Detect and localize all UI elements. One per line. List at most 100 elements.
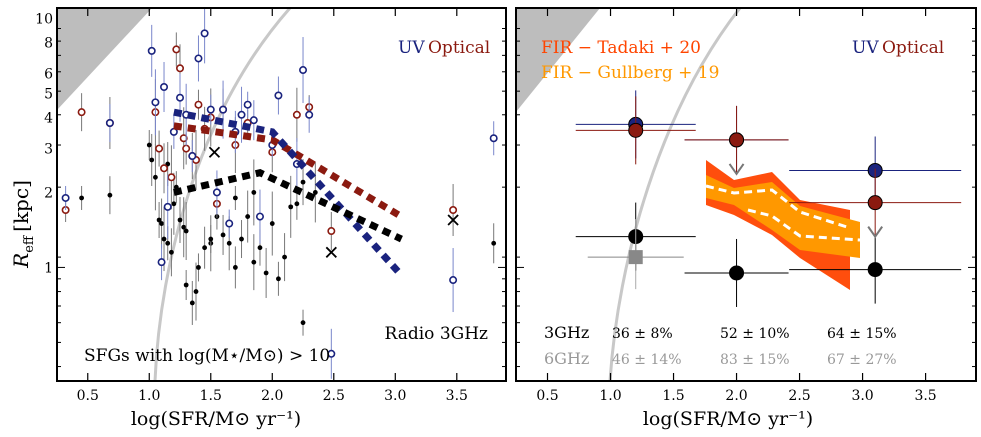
y-tick-label: 1 [44,260,53,276]
radio-point [193,289,199,294]
radio-point [288,204,294,210]
y-tick-label: 6 [44,67,53,83]
uv-point [61,193,70,202]
uv-point [105,118,114,127]
uv-point [157,258,166,267]
trend-line [173,122,404,220]
legend-optical: Optical [428,38,490,58]
uv-point [243,100,252,109]
uv-point [206,105,215,114]
radio-point [161,236,167,242]
radio-point [232,265,238,270]
uv-point [151,98,160,107]
fraction-6ghz-3: 67 ± 27% [827,352,897,368]
radio-point [153,174,158,180]
fraction-3ghz-3: 64 ± 15% [827,326,897,342]
x-tick-label: 3.5 [914,388,936,404]
optical-point [176,64,185,73]
trend-line [173,169,403,243]
x-tick-label: 3.0 [851,388,873,404]
uv-point [249,116,258,125]
radio-point [183,282,189,288]
radio-point [189,300,195,306]
radio-point [149,157,155,163]
radio-point [171,201,177,207]
radio-point [202,245,208,251]
legend-fir-tadaki: FIR − Tadaki + 20 [541,38,701,58]
right-frame [515,7,977,382]
cross-point [447,214,459,226]
radio-point [196,265,201,270]
optical-point [628,122,644,138]
left-frame [56,7,507,382]
optical-point [327,227,336,236]
selection-limit-curve-right [608,8,742,381]
x-tick-label: 2.0 [725,388,747,404]
x-tick-label: 1.5 [200,388,222,404]
optical-point [167,173,176,182]
optical-point [160,164,169,173]
uv-point [160,82,169,91]
y-tick-label: 8 [44,35,53,51]
uv-point [305,110,314,119]
radio-point [300,320,306,326]
x-tick-label: 0.5 [77,388,99,404]
upper-limit-arrow [728,163,745,176]
x-tick-label: 2.0 [261,388,283,404]
uv-point [176,93,185,102]
cross-point [208,146,221,158]
uv-point [489,134,498,143]
optical-point [77,108,86,117]
radio-3ghz-point [729,265,745,281]
label-3ghz: 3GHz [544,323,589,342]
fir-tadaki-median [705,184,851,230]
y-tick-label: 10 [35,11,53,27]
optical-point [292,110,301,119]
radio-3ghz-point [867,262,883,278]
x-tick-label: 0.5 [536,388,558,404]
right-panel: 0.5 1.0 1.5 2.0 2.5 3.0 3.5 UV Optical FIR − T… [515,7,977,430]
optical-point [179,134,188,143]
radio-point [251,190,257,195]
optical-point [194,100,203,109]
radio-point [312,190,318,195]
x-tick-label: 3.5 [446,388,468,404]
optical-point [867,195,883,211]
uv-point [212,188,221,197]
label-radio: Radio 3GHz [385,324,489,344]
radio-point [181,224,187,230]
legend-fir-gullberg: FIR − Gullberg + 19 [541,63,719,83]
excluded-region-right [516,8,600,112]
optical-point [155,144,164,153]
x-tick-label: 3.0 [384,388,406,404]
fraction-6ghz-2: 83 ± 15% [720,352,790,368]
x-tick-label: 1.0 [599,388,621,404]
radio-point [156,217,162,223]
radio-point [294,201,300,207]
radio-point [183,228,189,234]
radio-point [282,254,287,260]
radio-point [251,259,257,265]
uv-point [188,152,197,161]
uv-point [194,54,203,63]
radio-point [169,249,174,255]
radio-6ghz-point [628,250,643,265]
left-panel: 0.5 1.0 1.5 2.0 2.5 3.0 3.5 1 2 3 4 5 6 8 10 UV Optica… [35,7,507,430]
legend-uv-right: UV [852,38,879,58]
upper-limit-arrow [867,226,883,239]
cross-point [325,246,337,258]
optical-point [182,144,191,153]
legend-uv: UV [398,38,425,58]
radio-point [276,276,281,282]
excluded-region [57,8,152,110]
x-tick-label: 2.5 [323,388,345,404]
fir-gullberg-median [747,208,861,242]
label-6ghz: 6GHz [544,349,589,368]
y-axis-label: Reff[kpc] [9,180,37,269]
radio-point [226,240,232,246]
uv-point [274,91,283,100]
radio-point [79,195,85,201]
uv-point [255,212,264,221]
radio-point [257,245,263,251]
